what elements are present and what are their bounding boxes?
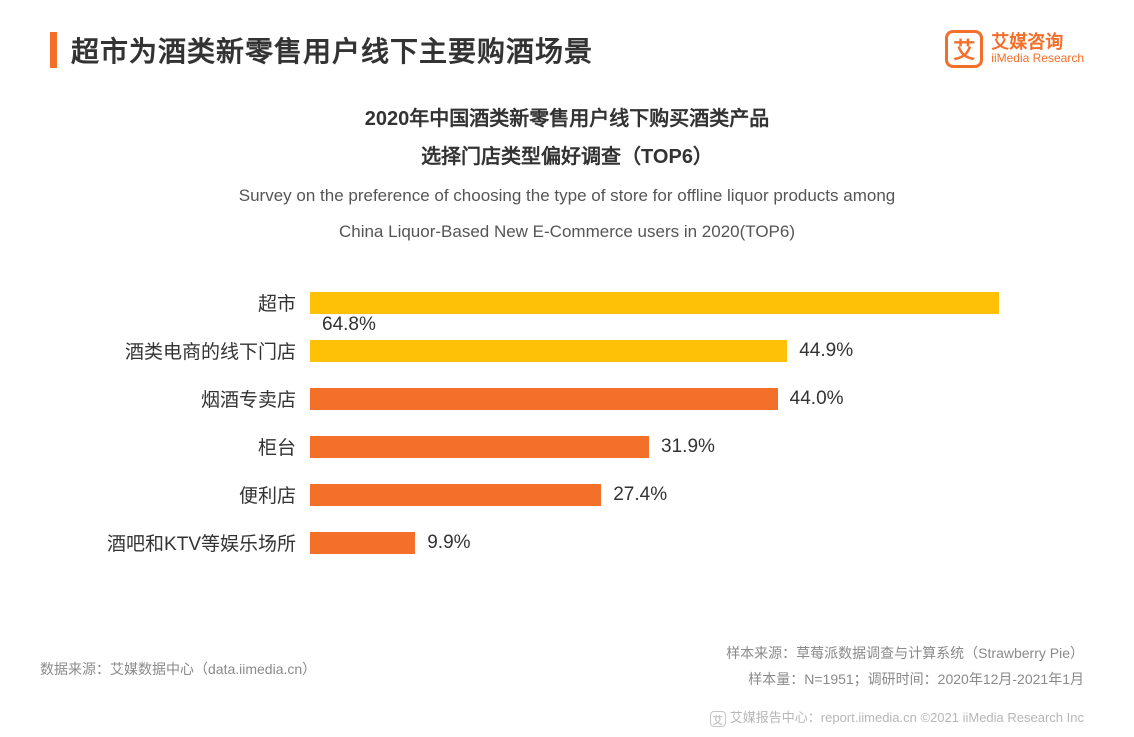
brand-name-en: iiMedia Research xyxy=(991,52,1084,65)
bar-fill xyxy=(310,436,649,458)
brand-name-cn: 艾媒咨询 xyxy=(991,33,1084,53)
bar-label: 烟酒专卖店 xyxy=(0,385,310,412)
bar-fill xyxy=(310,532,415,554)
bar-track: 64.8% xyxy=(310,292,1054,314)
bar-label: 便利店 xyxy=(0,481,310,508)
brand-logo: 艾 艾媒咨询 iiMedia Research xyxy=(945,30,1084,68)
bar-value: 44.0% xyxy=(790,388,844,410)
chart-title-cn-2: 选择门店类型偏好调查（TOP6） xyxy=(0,138,1134,176)
bar-label: 酒吧和KTV等娱乐场所 xyxy=(0,529,310,556)
bar-row: 便利店 27.4% xyxy=(0,471,1054,519)
watermark-text: 艾媒报告中心：report.iimedia.cn ©2021 iiMedia R… xyxy=(730,710,1084,725)
bar-track: 31.9% xyxy=(310,436,1054,458)
bar-fill xyxy=(310,388,778,410)
sample-source: 样本来源：草莓派数据调查与计算系统（Strawberry Pie） xyxy=(726,640,1084,667)
bar-fill xyxy=(310,292,999,314)
title-wrap: 超市为酒类新零售用户线下主要购酒场景 xyxy=(50,30,593,70)
bar-row: 烟酒专卖店 44.0% xyxy=(0,375,1054,423)
bar-label: 超市 xyxy=(0,289,310,316)
chart-titles: 2020年中国酒类新零售用户线下购买酒类产品 选择门店类型偏好调查（TOP6） … xyxy=(0,100,1134,249)
accent-bar xyxy=(50,32,57,68)
page-title: 超市为酒类新零售用户线下主要购酒场景 xyxy=(71,30,593,70)
brand-logo-text: 艾媒咨询 iiMedia Research xyxy=(991,33,1084,66)
sample-size: 样本量：N=1951；调研时间：2020年12月-2021年1月 xyxy=(726,666,1084,693)
chart-title-cn-1: 2020年中国酒类新零售用户线下购买酒类产品 xyxy=(0,100,1134,138)
bar-row: 超市64.8% xyxy=(0,279,1054,327)
bar-value: 27.4% xyxy=(613,484,667,506)
bar-fill xyxy=(310,340,787,362)
bar-value: 64.8% xyxy=(322,314,376,336)
brand-logo-icon: 艾 xyxy=(945,30,983,68)
bar-label: 柜台 xyxy=(0,433,310,460)
watermark: 艾艾媒报告中心：report.iimedia.cn ©2021 iiMedia … xyxy=(710,707,1084,727)
bar-track: 27.4% xyxy=(310,484,1054,506)
sample-info: 样本来源：草莓派数据调查与计算系统（Strawberry Pie） 样本量：N=… xyxy=(726,640,1084,693)
bar-chart: 超市64.8%酒类电商的线下门店44.9%烟酒专卖店44.0%柜台31.9%便利… xyxy=(0,279,1134,567)
bar-row: 柜台 31.9% xyxy=(0,423,1054,471)
bar-track: 44.9% xyxy=(310,340,1054,362)
bar-label: 酒类电商的线下门店 xyxy=(0,337,310,364)
header: 超市为酒类新零售用户线下主要购酒场景 艾 艾媒咨询 iiMedia Resear… xyxy=(0,0,1134,70)
chart-title-en-2: China Liquor-Based New E-Commerce users … xyxy=(0,216,1134,248)
bar-value: 9.9% xyxy=(427,532,470,554)
chart-title-en-1: Survey on the preference of choosing the… xyxy=(0,180,1134,212)
bar-value: 31.9% xyxy=(661,436,715,458)
bar-row: 酒吧和KTV等娱乐场所 9.9% xyxy=(0,519,1054,567)
data-source-left: 数据来源：艾媒数据中心（data.iimedia.cn） xyxy=(40,659,316,679)
bar-fill xyxy=(310,484,601,506)
bar-row: 酒类电商的线下门店 44.9% xyxy=(0,327,1054,375)
bar-track: 9.9% xyxy=(310,532,1054,554)
bar-track: 44.0% xyxy=(310,388,1054,410)
watermark-icon: 艾 xyxy=(710,711,726,727)
bar-value: 44.9% xyxy=(799,340,853,362)
